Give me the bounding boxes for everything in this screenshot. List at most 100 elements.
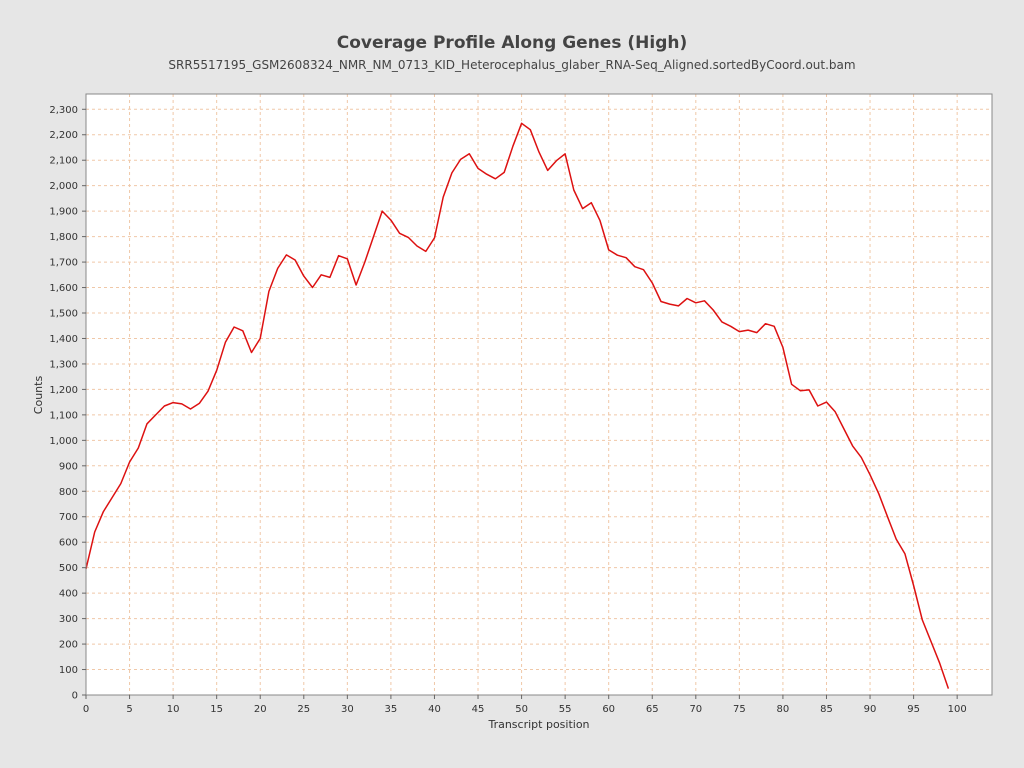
data-point [669,303,671,305]
y-tick-label: 1,500 [49,309,78,320]
data-point [869,474,871,476]
data-point [503,171,505,173]
plot-border [85,93,993,696]
data-point [695,302,697,304]
y-tick-label: 200 [59,640,78,651]
y-axis-label: Counts [32,376,45,415]
data-point [102,511,104,513]
data-point [434,237,436,239]
chart-subtitle: SRR5517195_GSM2608324_NMR_NM_0713_KID_He… [168,58,855,72]
data-point [887,516,889,518]
x-tick-label: 0 [83,704,89,715]
x-tick-label: 15 [210,704,223,715]
data-point [686,298,688,300]
y-tick-label: 2,100 [49,156,78,167]
data-point [852,445,854,447]
data-point [172,402,174,404]
x-tick-label: 25 [297,704,310,715]
plot-area [86,94,992,695]
x-tick-label: 55 [559,704,572,715]
data-point [921,619,923,621]
data-point [190,408,192,410]
y-tick-label: 1,100 [49,410,78,421]
y-tick-label: 600 [59,538,78,549]
data-point [399,232,401,234]
data-point [826,401,828,403]
data-point [799,390,801,392]
data-point [860,456,862,458]
data-point [285,254,287,256]
data-point [721,321,723,323]
y-tick-label: 1,200 [49,385,78,396]
data-point [608,249,610,251]
data-point [207,390,209,392]
data-point [773,325,775,327]
data-point [756,332,758,334]
data-point [547,169,549,171]
data-point [843,428,845,430]
y-tick-label: 1,600 [49,283,78,294]
data-point [303,275,305,277]
y-tick-label: 2,200 [49,130,78,141]
data-point [625,257,627,259]
data-point [251,352,253,354]
y-tick-label: 1,000 [49,436,78,447]
y-tick-label: 400 [59,589,78,600]
x-tick-label: 65 [646,704,659,715]
x-tick-label: 10 [167,704,180,715]
data-point [320,274,322,276]
data-point [564,153,566,155]
data-point [233,326,235,328]
data-point [634,266,636,268]
x-tick-label: 70 [689,704,702,715]
y-tick-label: 700 [59,512,78,523]
x-tick-label: 30 [341,704,354,715]
series-layer [85,122,950,690]
data-point [677,305,679,307]
data-point [268,290,270,292]
data-point [738,331,740,333]
x-axis-label: Transcript position [487,718,589,731]
data-point [216,369,218,371]
data-point [939,662,941,664]
data-point [468,153,470,155]
data-point [494,178,496,180]
x-tick-label: 50 [515,704,528,715]
x-tick-label: 35 [385,704,398,715]
y-tick-label: 100 [59,665,78,676]
data-point [582,208,584,210]
data-point [747,329,749,331]
data-point [791,383,793,385]
data-point [704,300,706,302]
chart-title: Coverage Profile Along Genes (High) [337,33,688,53]
data-point [808,389,810,391]
data-point [599,220,601,222]
data-point [521,122,523,124]
data-point [590,202,592,204]
data-point [181,403,183,405]
axes: 0 5 10 15 20 25 30 35 40 45 50 55 60 65 70 75 80 85 90 95 10… [49,105,966,715]
data-point [913,585,915,587]
data-point [477,167,479,169]
x-tick-label: 90 [864,704,877,715]
y-tick-label: 2,000 [49,181,78,192]
y-tick-label: 1,900 [49,207,78,218]
x-tick-label: 60 [602,704,615,715]
data-point [373,236,375,238]
data-point [765,323,767,325]
x-tick-label: 85 [820,704,833,715]
data-point [129,461,131,463]
data-point [712,309,714,311]
data-point [381,210,383,212]
coverage-series-line [85,122,950,689]
y-tick-label: 0 [72,691,78,702]
x-tick-label: 40 [428,704,441,715]
data-point [930,641,932,643]
data-point [947,688,949,690]
data-point [407,236,409,238]
x-tick-label: 75 [733,704,746,715]
data-point [904,553,906,555]
data-point [155,414,157,416]
data-point [555,160,557,162]
